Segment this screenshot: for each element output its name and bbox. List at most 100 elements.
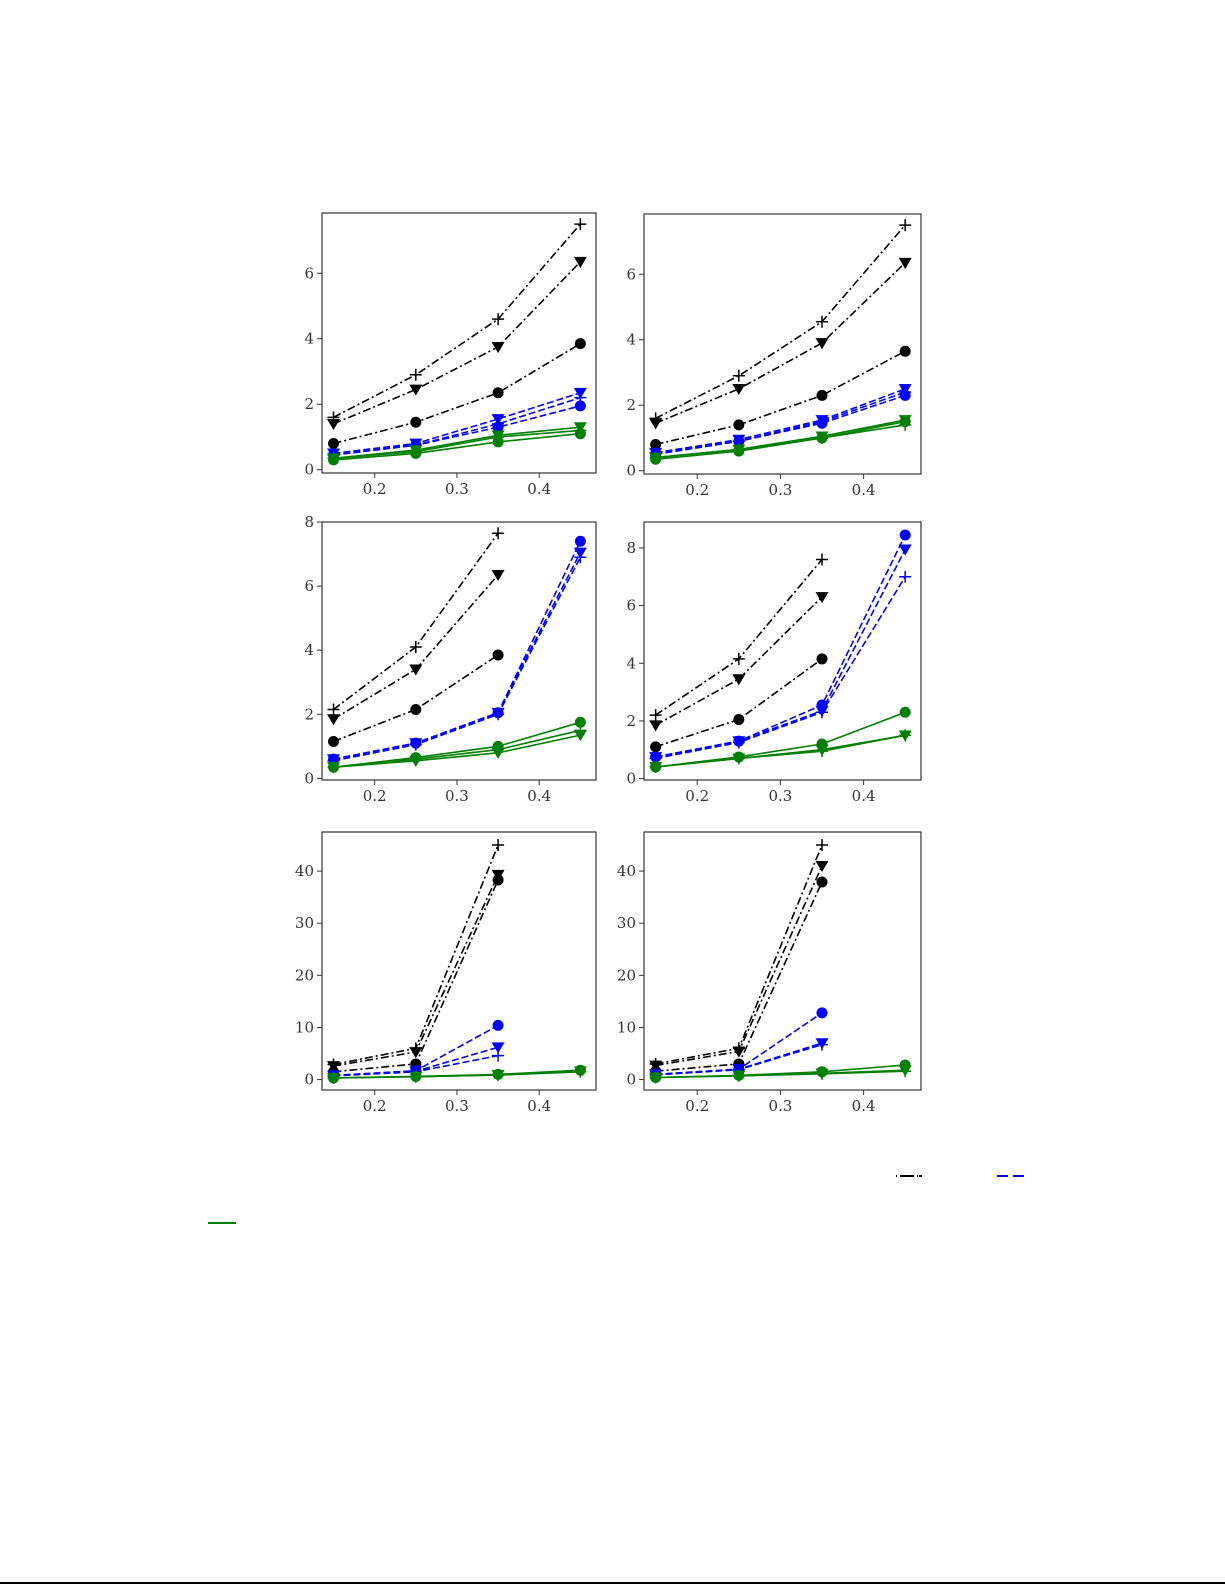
plus-marker-icon — [899, 1065, 912, 1078]
series-group — [327, 218, 587, 466]
series-line-green-triangle — [655, 419, 906, 459]
series-line-blue-circle — [655, 394, 906, 456]
series-line-blue-plus — [333, 556, 582, 762]
plus-marker-icon — [327, 1072, 340, 1085]
series-line-blue-triangle — [655, 549, 906, 758]
y-tick-label: 6 — [626, 265, 636, 283]
series-line-blue-plus — [333, 396, 581, 456]
x-tick-label: 0.3 — [768, 481, 792, 499]
circle-marker-icon — [492, 1019, 504, 1031]
triangle-down-marker-icon — [815, 338, 829, 350]
plus-marker-icon — [649, 1071, 662, 1084]
plus-marker-icon — [649, 761, 662, 774]
x-tick-label: 0.3 — [445, 480, 469, 498]
plus-marker-icon — [732, 369, 745, 382]
series-line-black-triangle — [333, 874, 499, 1067]
circle-marker-icon — [816, 389, 828, 401]
series-line-blue-triangle — [333, 392, 581, 455]
circle-marker-icon — [328, 454, 340, 466]
y-tick-label: 4 — [626, 331, 636, 349]
axes-frame — [643, 213, 922, 475]
y-tick-label: 10 — [295, 1018, 314, 1036]
plus-marker-icon — [492, 313, 505, 326]
circle-marker-icon — [816, 432, 828, 444]
y-tick-label: 40 — [617, 862, 636, 880]
y-tick-label: 2 — [626, 712, 636, 730]
plus-marker-icon — [409, 368, 422, 381]
circle-marker-icon — [328, 438, 340, 450]
triangle-down-marker-icon — [491, 747, 505, 759]
triangle-down-marker-icon — [815, 592, 829, 604]
x-tick-label: 0.4 — [852, 1097, 876, 1115]
plus-marker-icon — [409, 1070, 422, 1083]
axes-frame — [321, 831, 597, 1091]
y-tick-label: 2 — [304, 395, 314, 413]
plus-marker-icon — [492, 839, 505, 852]
plot-panel-row3-left: 0.2 0.3 0.4 0 10 20 30 40 — [295, 831, 597, 1115]
series-line-green-plus — [655, 1070, 906, 1079]
circle-marker-icon — [899, 416, 911, 428]
triangle-down-marker-icon — [898, 257, 912, 269]
circle-marker-icon — [492, 436, 504, 448]
plus-marker-icon — [492, 1069, 505, 1082]
triangle-down-marker-icon — [573, 730, 587, 742]
x-tick-label: 0.4 — [852, 787, 876, 805]
x-tick-label: 0.3 — [445, 787, 469, 805]
series-group — [327, 839, 587, 1085]
y-tick-label: 4 — [626, 654, 636, 672]
triangle-down-marker-icon — [649, 418, 663, 430]
x-tick-label: 0.4 — [852, 481, 876, 499]
y-tick-label: 4 — [304, 641, 314, 659]
plus-marker-icon — [574, 1065, 587, 1078]
circle-marker-icon — [574, 428, 586, 440]
y-tick-label: 20 — [617, 966, 636, 984]
triangle-down-marker-icon — [732, 383, 746, 396]
series-line-black-plus — [655, 844, 823, 1065]
triangle-down-marker-icon — [409, 755, 423, 767]
series-line-blue-circle — [333, 405, 581, 456]
axes-frame — [321, 212, 597, 474]
series-line-black-triangle — [333, 261, 581, 425]
triangle-down-marker-icon — [409, 664, 423, 676]
plus-marker-icon — [816, 745, 829, 758]
triangle-down-marker-icon — [409, 384, 423, 396]
circle-marker-icon — [899, 345, 911, 357]
triangle-down-marker-icon — [573, 256, 587, 268]
circle-marker-icon — [733, 445, 745, 457]
x-tick-label: 0.2 — [363, 1097, 387, 1115]
series-group — [327, 527, 587, 774]
triangle-down-marker-icon — [732, 1046, 746, 1058]
plus-marker-icon — [816, 315, 829, 328]
plus-marker-icon — [732, 736, 745, 749]
circle-marker-icon — [650, 741, 662, 753]
y-tick-label: 0 — [626, 462, 636, 480]
circle-marker-icon — [492, 421, 504, 433]
series-line-green-circle — [333, 432, 581, 461]
circle-marker-icon — [816, 653, 828, 665]
circle-marker-icon — [899, 706, 911, 718]
series-group — [649, 839, 912, 1084]
y-tick-label: 4 — [304, 330, 314, 348]
plus-marker-icon — [492, 1049, 505, 1062]
circle-marker-icon — [733, 713, 745, 725]
y-tick-label: 0 — [304, 769, 314, 787]
series-line-black-plus — [333, 223, 582, 419]
plus-marker-icon — [409, 640, 422, 653]
y-tick-label: 2 — [626, 396, 636, 414]
series-line-green-circle — [655, 711, 906, 768]
plus-marker-icon — [409, 738, 422, 751]
triangle-down-marker-icon — [815, 861, 829, 873]
y-tick-label: 0 — [626, 770, 636, 788]
x-tick-label: 0.4 — [527, 480, 551, 498]
circle-marker-icon — [574, 400, 586, 412]
plot-panel-row1-left: 0.2 0.3 0.4 0 2 4 6 — [304, 212, 597, 498]
circle-marker-icon — [410, 447, 422, 459]
y-tick-label: 40 — [295, 862, 314, 880]
circle-marker-icon — [733, 435, 745, 447]
plus-marker-icon — [816, 1038, 829, 1051]
series-line-green-plus — [333, 1071, 581, 1079]
plot-panel-row2-left: 0.2 0.3 0.4 0 2 4 6 8 — [304, 513, 597, 805]
triangle-down-marker-icon — [649, 720, 663, 732]
series-line-black-plus — [333, 844, 499, 1066]
